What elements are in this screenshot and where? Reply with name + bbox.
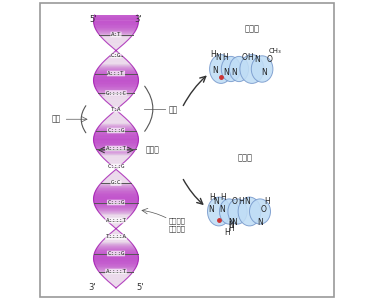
Ellipse shape — [251, 56, 273, 82]
Ellipse shape — [228, 199, 247, 224]
Ellipse shape — [207, 197, 230, 226]
Ellipse shape — [221, 56, 241, 82]
Ellipse shape — [229, 56, 248, 82]
Text: 3': 3' — [135, 15, 142, 24]
Ellipse shape — [219, 199, 239, 224]
Text: 碱基对: 碱基对 — [146, 146, 160, 154]
Text: N: N — [223, 68, 229, 77]
Text: 5': 5' — [136, 284, 144, 292]
Text: H: H — [220, 194, 226, 202]
Text: A:::T: A:::T — [107, 71, 125, 76]
Text: C:::G: C:::G — [107, 251, 125, 256]
Text: N: N — [215, 53, 221, 62]
Text: G::::C: G::::C — [106, 91, 126, 95]
Text: 5': 5' — [90, 15, 97, 24]
Text: N: N — [232, 68, 237, 77]
Text: 脱氧核糖
磷酸骨架: 脱氧核糖 磷酸骨架 — [169, 218, 185, 232]
Text: G:C: G:C — [111, 181, 121, 185]
Text: O: O — [232, 196, 238, 206]
Text: H: H — [211, 50, 216, 59]
Text: N: N — [228, 218, 234, 227]
Text: N: N — [214, 196, 219, 206]
Text: N: N — [228, 221, 234, 230]
Text: N: N — [232, 218, 237, 227]
Ellipse shape — [250, 199, 270, 224]
Text: 鸟嘘呐: 鸟嘘呐 — [238, 153, 253, 162]
Text: H: H — [264, 196, 270, 206]
Text: H: H — [248, 53, 253, 62]
Text: A::::T: A::::T — [106, 146, 126, 151]
Text: N: N — [261, 68, 267, 77]
Text: C:::G: C:::G — [107, 164, 125, 169]
Text: N: N — [220, 206, 225, 214]
Ellipse shape — [210, 55, 232, 83]
Text: T:A: T:A — [111, 107, 121, 112]
Text: N: N — [209, 206, 214, 214]
Ellipse shape — [240, 55, 264, 83]
Text: H: H — [225, 228, 230, 237]
Text: A:T: A:T — [111, 32, 121, 37]
Text: A::::T: A::::T — [106, 218, 126, 223]
Text: CH₃: CH₃ — [269, 48, 281, 54]
Text: H: H — [222, 53, 228, 62]
Text: O: O — [261, 206, 267, 214]
Text: C:::G: C:::G — [107, 128, 125, 133]
Text: T::::A: T::::A — [106, 235, 126, 239]
Text: N: N — [212, 66, 217, 75]
Ellipse shape — [238, 197, 261, 226]
Text: 小沟: 小沟 — [51, 115, 61, 124]
Text: A::::T: A::::T — [106, 269, 126, 274]
Text: H: H — [228, 224, 234, 233]
Text: 腿嘘呐: 腿嘘呐 — [245, 24, 260, 33]
Text: N: N — [254, 56, 260, 64]
Text: N: N — [257, 218, 263, 227]
Text: 大沟: 大沟 — [169, 105, 178, 114]
Text: O: O — [241, 53, 247, 62]
Text: H: H — [238, 196, 244, 206]
Text: H: H — [209, 194, 214, 202]
Text: 3': 3' — [88, 284, 96, 292]
Text: C:::G: C:::G — [107, 200, 125, 205]
Text: N: N — [244, 196, 250, 206]
Text: C:G: C:G — [111, 53, 121, 58]
Text: O: O — [267, 56, 273, 64]
